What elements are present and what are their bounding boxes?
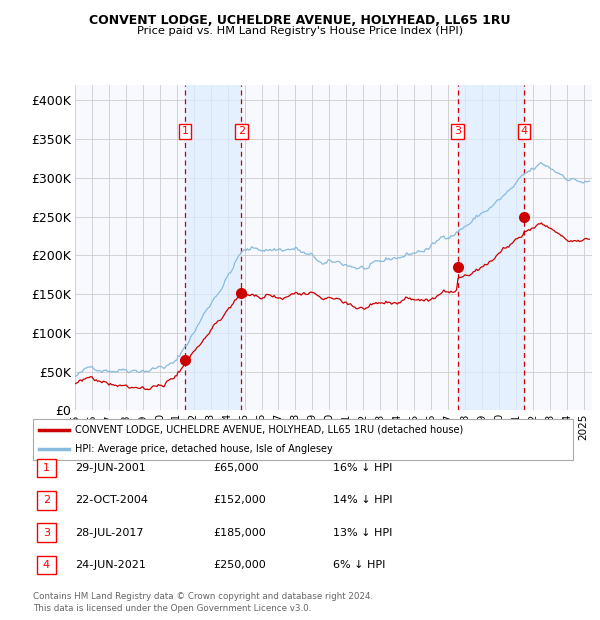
Text: Price paid vs. HM Land Registry's House Price Index (HPI): Price paid vs. HM Land Registry's House …	[137, 26, 463, 36]
Text: CONVENT LODGE, UCHELDRE AVENUE, HOLYHEAD, LL65 1RU (detached house): CONVENT LODGE, UCHELDRE AVENUE, HOLYHEAD…	[75, 425, 463, 435]
Text: £250,000: £250,000	[213, 560, 266, 570]
Text: £152,000: £152,000	[213, 495, 266, 505]
Text: 4: 4	[520, 126, 527, 136]
Text: 16% ↓ HPI: 16% ↓ HPI	[333, 463, 392, 473]
Text: 4: 4	[43, 560, 50, 570]
Text: £65,000: £65,000	[213, 463, 259, 473]
Text: 2: 2	[43, 495, 50, 505]
Text: 24-JUN-2021: 24-JUN-2021	[75, 560, 146, 570]
Bar	[458, 85, 524, 410]
Text: 14% ↓ HPI: 14% ↓ HPI	[333, 495, 392, 505]
Text: 1: 1	[182, 126, 188, 136]
Text: CONVENT LODGE, UCHELDRE AVENUE, HOLYHEAD, LL65 1RU: CONVENT LODGE, UCHELDRE AVENUE, HOLYHEAD…	[89, 14, 511, 27]
Text: Contains HM Land Registry data © Crown copyright and database right 2024.: Contains HM Land Registry data © Crown c…	[33, 592, 373, 601]
Text: 2: 2	[238, 126, 245, 136]
Text: 28-JUL-2017: 28-JUL-2017	[75, 528, 143, 538]
Text: 3: 3	[454, 126, 461, 136]
Bar	[185, 85, 241, 410]
Text: £185,000: £185,000	[213, 528, 266, 538]
Text: 1: 1	[43, 463, 50, 473]
Text: 29-JUN-2001: 29-JUN-2001	[75, 463, 146, 473]
Text: 3: 3	[43, 528, 50, 538]
Text: This data is licensed under the Open Government Licence v3.0.: This data is licensed under the Open Gov…	[33, 603, 311, 613]
Text: HPI: Average price, detached house, Isle of Anglesey: HPI: Average price, detached house, Isle…	[75, 444, 333, 454]
Text: 6% ↓ HPI: 6% ↓ HPI	[333, 560, 385, 570]
Text: 22-OCT-2004: 22-OCT-2004	[75, 495, 148, 505]
Text: 13% ↓ HPI: 13% ↓ HPI	[333, 528, 392, 538]
